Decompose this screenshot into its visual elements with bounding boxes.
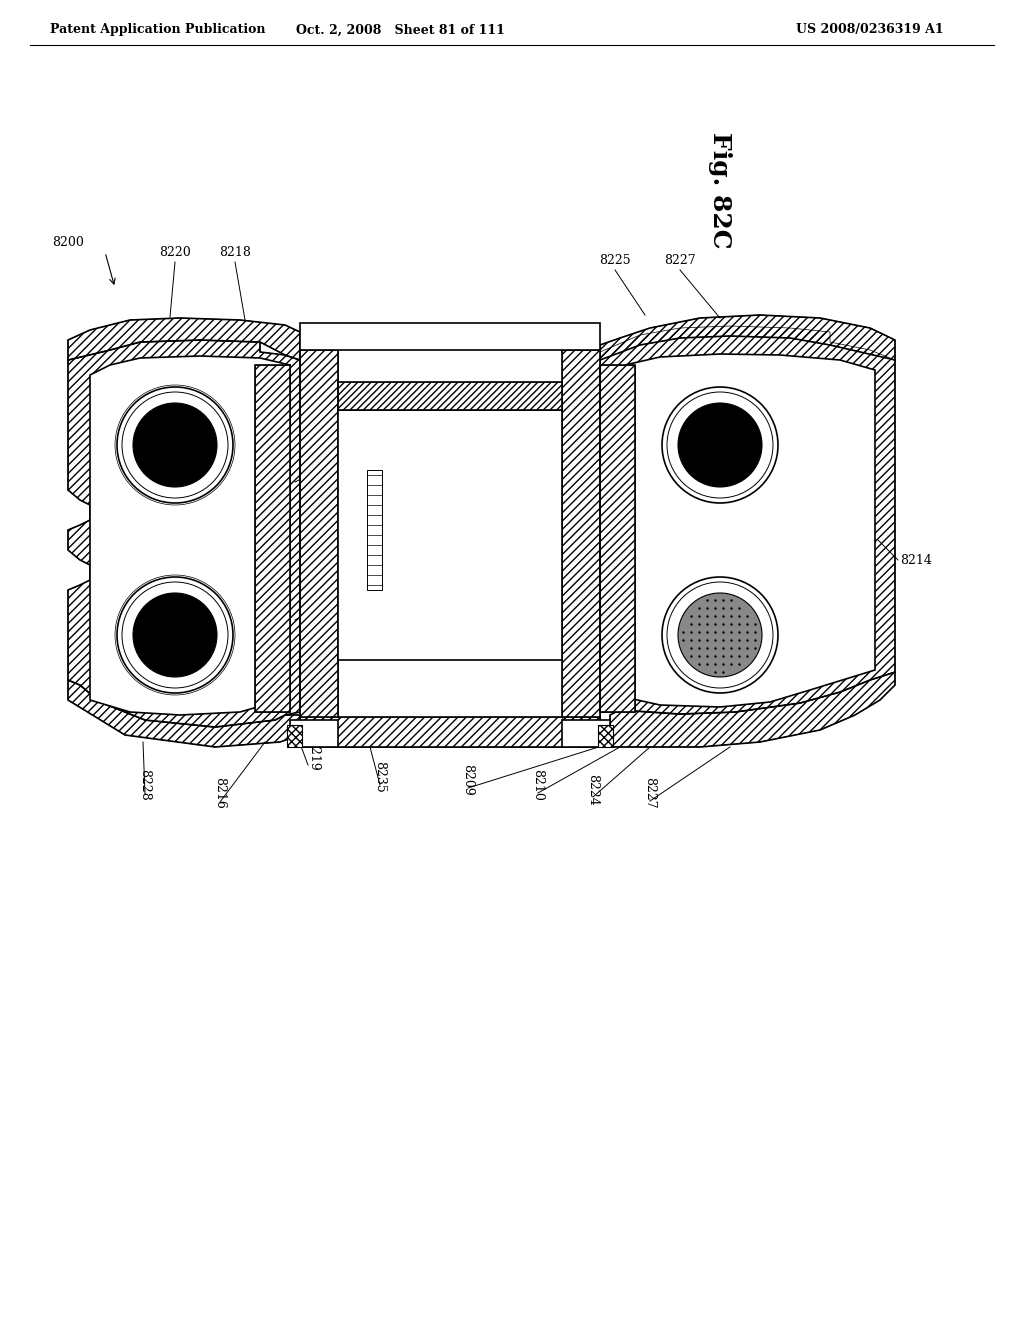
Bar <box>287 725 302 747</box>
Bar <box>300 350 338 719</box>
Text: 8222: 8222 <box>306 619 338 631</box>
Polygon shape <box>600 326 895 714</box>
Text: 8227: 8227 <box>665 253 696 267</box>
Bar <box>338 381 562 411</box>
Circle shape <box>117 387 233 503</box>
Text: 8227: 8227 <box>643 777 656 809</box>
Bar <box>287 725 302 747</box>
Circle shape <box>133 593 217 677</box>
Bar <box>367 470 382 590</box>
Polygon shape <box>68 318 300 360</box>
Text: Oct. 2, 2008   Sheet 81 of 111: Oct. 2, 2008 Sheet 81 of 111 <box>296 24 505 37</box>
Text: 8209: 8209 <box>462 764 474 796</box>
Text: 8216: 8216 <box>213 777 226 809</box>
Text: 8219: 8219 <box>307 739 319 771</box>
Text: 8228: 8228 <box>138 770 152 801</box>
Polygon shape <box>290 719 338 747</box>
Bar <box>598 725 613 747</box>
Circle shape <box>662 387 778 503</box>
Text: Patent Application Publication: Patent Application Publication <box>50 24 265 37</box>
Polygon shape <box>68 680 300 747</box>
Text: 8235: 8235 <box>374 762 386 793</box>
Text: 8207: 8207 <box>390 583 422 597</box>
Circle shape <box>678 403 762 487</box>
Polygon shape <box>255 366 290 711</box>
Text: US 2008/0236319 A1: US 2008/0236319 A1 <box>797 24 944 37</box>
Text: 8224: 8224 <box>587 774 599 807</box>
Text: Fig. 82C: Fig. 82C <box>708 132 732 248</box>
Circle shape <box>117 577 233 693</box>
Polygon shape <box>68 341 300 727</box>
Circle shape <box>678 593 762 677</box>
Polygon shape <box>600 315 895 360</box>
Text: 8218: 8218 <box>219 246 251 259</box>
Polygon shape <box>610 672 895 747</box>
Circle shape <box>662 577 778 693</box>
Bar <box>300 323 600 350</box>
Bar <box>598 725 613 747</box>
Text: 8214: 8214 <box>900 553 932 566</box>
Text: 8225: 8225 <box>599 253 631 267</box>
Bar <box>300 717 600 747</box>
Polygon shape <box>562 719 610 747</box>
Bar <box>338 411 562 660</box>
Text: 8200: 8200 <box>52 235 84 248</box>
Bar <box>562 350 600 719</box>
Bar <box>338 381 562 411</box>
Bar <box>300 350 338 719</box>
Text: 8230: 8230 <box>306 479 338 491</box>
Bar <box>562 350 600 719</box>
Polygon shape <box>600 366 635 711</box>
Polygon shape <box>615 354 874 708</box>
Circle shape <box>133 403 217 487</box>
Text: 8210: 8210 <box>531 770 545 801</box>
Polygon shape <box>90 356 290 715</box>
Text: 8220: 8220 <box>159 246 190 259</box>
Bar <box>300 717 600 747</box>
